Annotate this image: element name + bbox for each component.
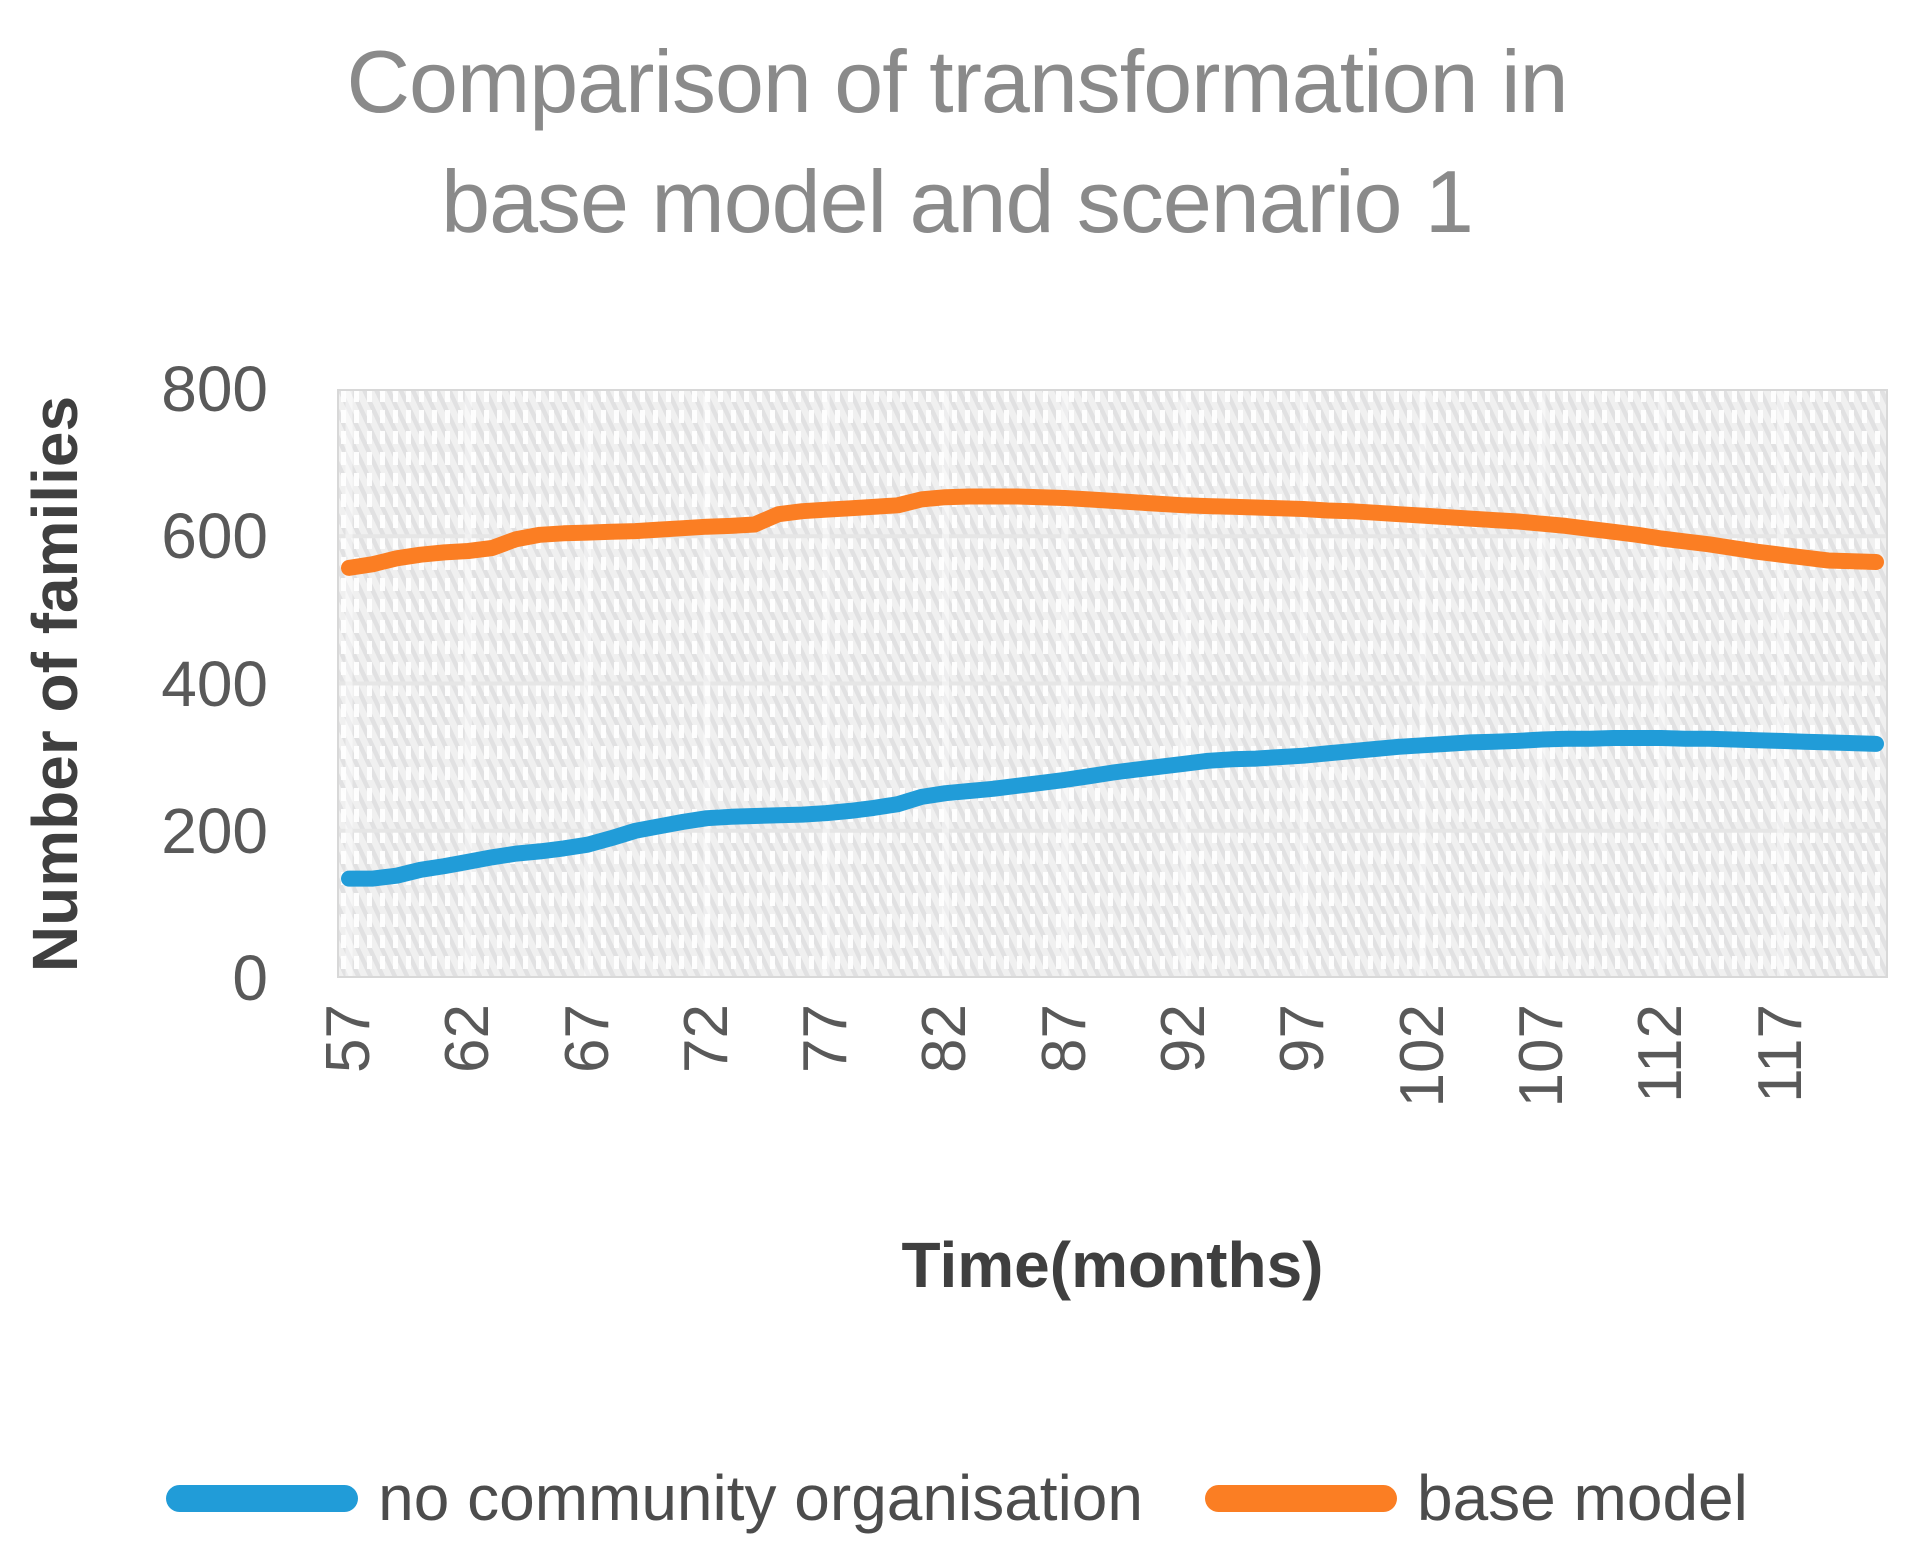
x-tick-label: 82 bbox=[910, 1004, 980, 1073]
x-tick-label: 102 bbox=[1387, 1004, 1457, 1108]
x-tick-label: 67 bbox=[552, 1004, 622, 1073]
x-tick-label: 62 bbox=[433, 1004, 503, 1073]
series-line-base-model bbox=[341, 488, 1884, 576]
plot-area bbox=[337, 389, 1888, 978]
x-tick-label: 57 bbox=[314, 1004, 383, 1073]
legend: no community organisation base model bbox=[0, 1448, 1914, 1548]
series-line-no-community-organisation bbox=[341, 730, 1884, 887]
y-tick-label: 400 bbox=[161, 647, 268, 720]
legend-label: no community organisation bbox=[378, 1462, 1143, 1534]
gridlines bbox=[337, 389, 1888, 978]
x-tick-label: 112 bbox=[1626, 1004, 1696, 1103]
x-tick-label: 107 bbox=[1506, 1004, 1576, 1108]
legend-swatch-blue-line bbox=[166, 1484, 359, 1512]
y-tick-label: 800 bbox=[161, 353, 268, 425]
legend-item-no-community-organisation: no community organisation bbox=[166, 1461, 1143, 1535]
y-tick-label: 0 bbox=[232, 942, 268, 1014]
x-tick-label: 77 bbox=[791, 1004, 861, 1073]
series-lines bbox=[341, 488, 1884, 887]
plot-border bbox=[337, 389, 1888, 978]
x-axis-title: Time(months) bbox=[901, 1229, 1324, 1301]
legend-swatch-orange-line bbox=[1204, 1484, 1397, 1512]
legend-item-base-model: base model bbox=[1204, 1461, 1748, 1535]
x-tick-label: 117 bbox=[1745, 1004, 1815, 1103]
legend-label: base model bbox=[1416, 1462, 1748, 1534]
y-tick-label: 600 bbox=[161, 500, 268, 573]
x-tick-label: 87 bbox=[1029, 1004, 1099, 1073]
chart-title: Comparison of transformation in base mod… bbox=[346, 32, 1568, 251]
x-tick-label: 97 bbox=[1268, 1004, 1338, 1073]
x-tick-label: 92 bbox=[1149, 1004, 1219, 1073]
x-tick-label: 72 bbox=[671, 1004, 741, 1073]
y-tick-label: 200 bbox=[161, 794, 268, 867]
